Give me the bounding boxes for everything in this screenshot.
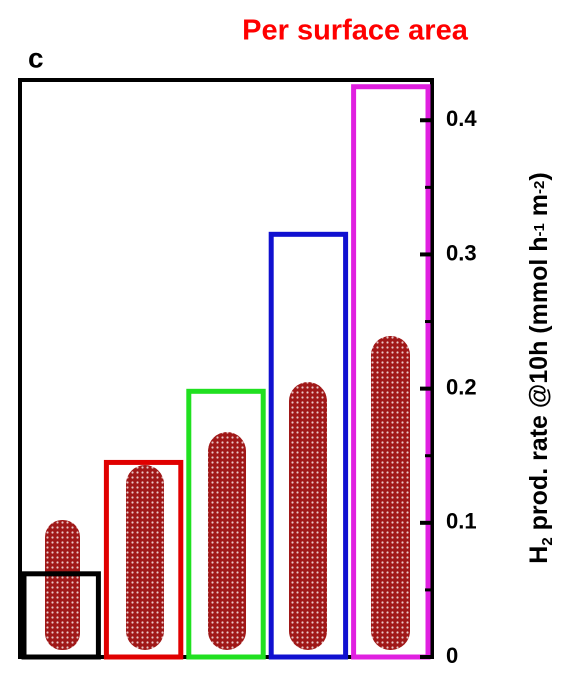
- y-axis-label-part: -1: [531, 223, 548, 236]
- nanorod: [289, 382, 327, 650]
- y-tick-label: 0.2: [446, 374, 477, 399]
- y-tick-label: 0: [446, 643, 458, 668]
- bar: [268, 231, 349, 660]
- bar: [186, 388, 266, 660]
- y-tick-label: 0.3: [446, 240, 477, 265]
- y-tick-label: 0.4: [446, 106, 477, 131]
- panel-label: c: [28, 42, 44, 73]
- nanorod: [371, 336, 410, 650]
- y-axis-label-part: ): [525, 172, 553, 180]
- y-axis-label-part: 2: [539, 537, 556, 545]
- bar: [351, 84, 431, 660]
- y-axis-label-part: prod. rate @10h (mmol h: [525, 236, 553, 537]
- chart-title: Per surface area: [242, 15, 469, 47]
- bar: [103, 459, 184, 660]
- y-axis-label-part: m: [525, 194, 553, 223]
- nanorod: [45, 520, 80, 650]
- y-tick-label: 0.1: [446, 509, 477, 534]
- nanorods: [45, 336, 410, 650]
- y-axis-label: H2 prod. rate @10h (mmol h-1 m-2): [525, 172, 557, 563]
- bar: [21, 571, 101, 660]
- nanorod: [208, 432, 246, 650]
- y-axis-label-part: -2: [531, 181, 548, 194]
- y-axis-label-part: H: [525, 546, 553, 564]
- nanorod: [126, 465, 164, 650]
